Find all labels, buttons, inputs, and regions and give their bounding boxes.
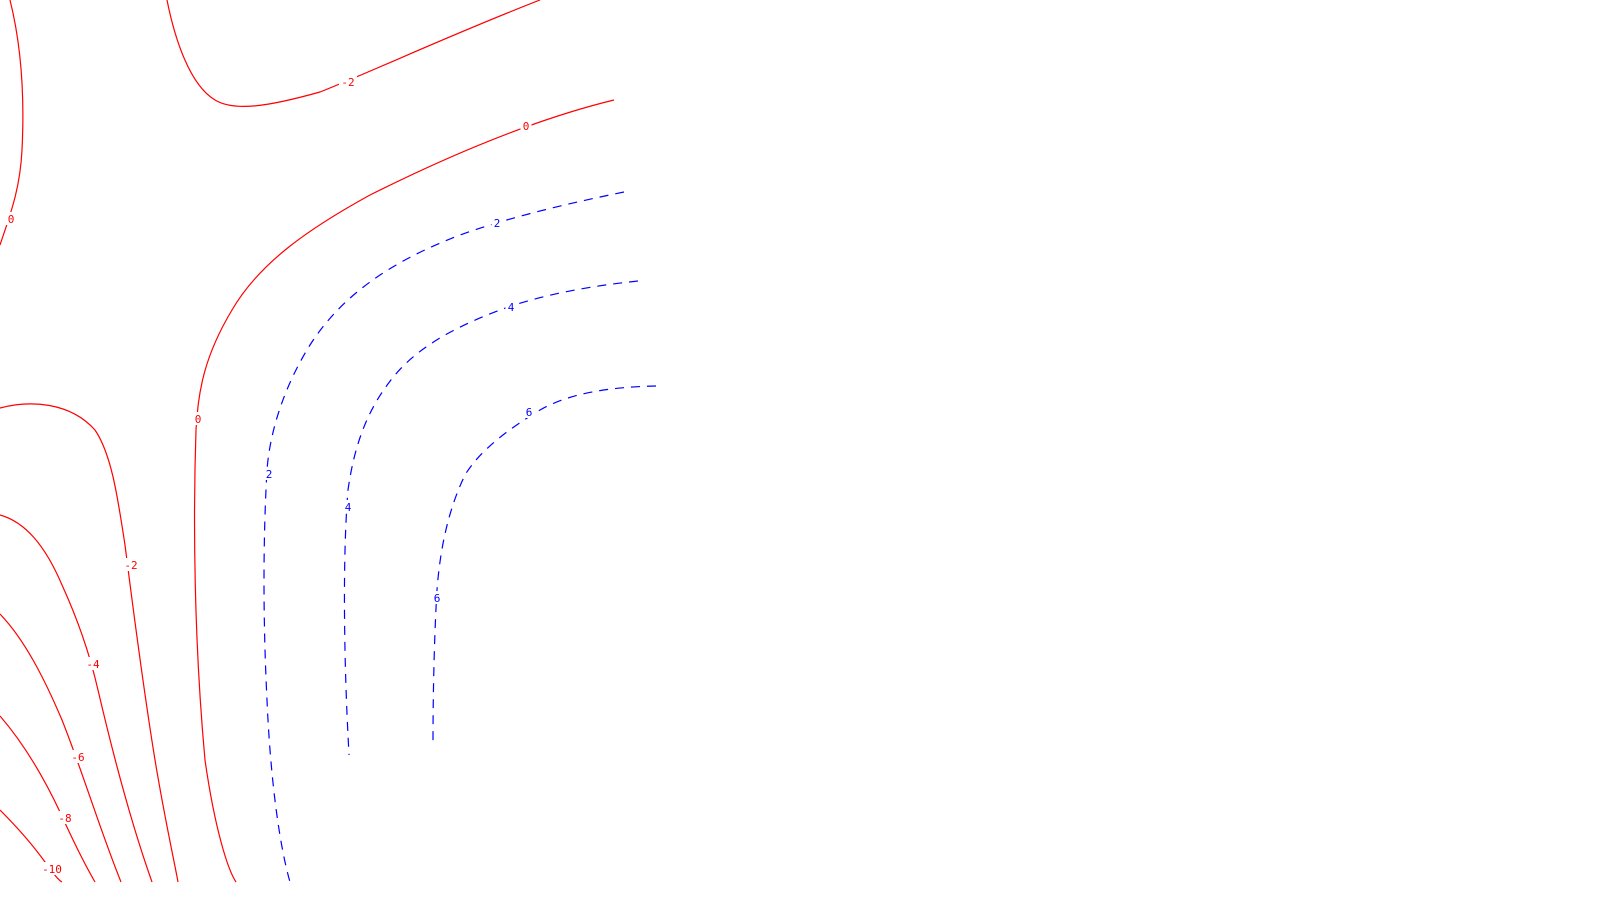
contour-line-4-9 [343, 280, 639, 756]
contour-label-bg [339, 75, 357, 88]
contour-label-4-0: 4 [508, 301, 515, 314]
contour-label-bg [520, 119, 532, 132]
contour-label-2-0: 2 [494, 217, 501, 230]
contour-label-0-1: 0 [195, 413, 202, 426]
contour-label-bg [84, 657, 102, 670]
contour-label-bg [5, 212, 17, 225]
contour-label-bg [342, 500, 354, 513]
contour-label-0-0: 0 [8, 213, 15, 226]
contour-label-bg [491, 216, 503, 229]
contour-label-bg [56, 811, 74, 824]
contour-line--2-3 [0, 403, 179, 883]
contour-label-0-0: 0 [523, 120, 530, 133]
contour-label-bg [263, 467, 275, 480]
contour-line--10-7 [0, 809, 63, 883]
contour-label--6-0: -6 [71, 751, 84, 764]
contour-line-0-1 [0, 0, 24, 246]
contour-label--10-0: -10 [42, 863, 62, 876]
contour-label-bg [192, 412, 204, 425]
contour-label--8-0: -8 [58, 812, 71, 825]
contour-line-0-2 [193, 99, 615, 883]
contour-line--2-0 [166, 0, 541, 108]
contour-line-6-10 [432, 385, 657, 743]
contour-label-2-1: 2 [266, 468, 273, 481]
contour-label--2-0: -2 [341, 76, 354, 89]
contour-label--4-0: -4 [86, 658, 100, 671]
contour-label-6-0: 6 [526, 406, 533, 419]
contour-label-bg [69, 750, 87, 763]
contour-label-bg [39, 862, 65, 875]
contour-line-2-8 [263, 191, 625, 883]
contour-label-bg [505, 300, 517, 313]
contour-label-6-1: 6 [434, 592, 441, 605]
contour-line--8-6 [0, 715, 96, 883]
contour-label-bg [122, 558, 140, 571]
contour-line--6-5 [0, 613, 122, 883]
contour-label-bg [523, 405, 535, 418]
contour-label-4-1: 4 [345, 501, 352, 514]
contour-label-bg [431, 591, 443, 604]
contour-label--2-0: -2 [124, 559, 137, 572]
